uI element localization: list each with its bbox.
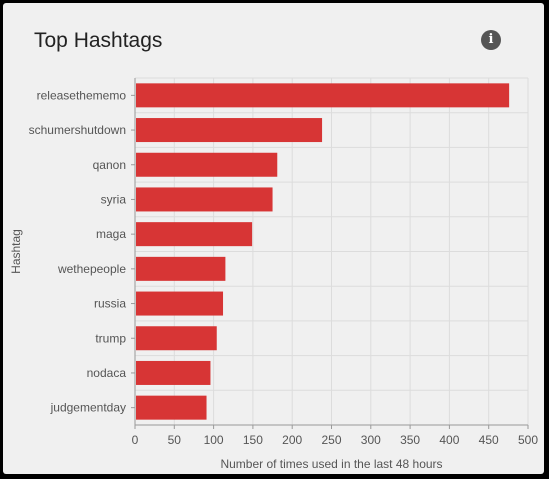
y-tick-label: russia	[94, 297, 126, 311]
y-tick-label: qanon	[93, 158, 126, 172]
x-tick-label: 50	[168, 433, 182, 447]
axes: 0 50 100 150 200 250 300 350 400 450 500 releasethe…	[29, 78, 538, 447]
y-axis-title: Hashtag	[9, 229, 23, 274]
x-tick-label: 350	[400, 433, 420, 447]
y-tick-label: nodaca	[87, 366, 127, 380]
bar-wethepeople[interactable]	[136, 256, 226, 281]
grid-lines	[135, 77, 529, 426]
y-tick-label: schumershutdown	[29, 123, 126, 137]
chart-card: Top Hashtags i	[3, 3, 544, 474]
bar-nodaca[interactable]	[136, 360, 211, 385]
y-tick-label: syria	[101, 192, 127, 206]
x-axis-title: Number of times used in the last 48 hour…	[220, 457, 442, 471]
x-tick-label: 500	[518, 433, 538, 447]
bar-trump[interactable]	[136, 326, 217, 351]
bars	[136, 83, 510, 420]
x-tick-label: 450	[479, 433, 499, 447]
y-tick-label: releasethememo	[37, 88, 127, 102]
x-tick-label: 250	[321, 433, 341, 447]
y-tick-label: maga	[96, 227, 126, 241]
chart-title: Top Hashtags	[34, 29, 163, 52]
info-icon[interactable]: i	[481, 30, 501, 50]
x-tick-label: 300	[361, 433, 381, 447]
bar-russia[interactable]	[136, 291, 224, 316]
x-tick-label: 150	[243, 433, 263, 447]
bar-judgementday[interactable]	[136, 395, 207, 420]
y-tick-label: judgementday	[50, 401, 126, 415]
x-tick-label: 100	[204, 433, 224, 447]
y-tick-label: trump	[95, 331, 126, 345]
x-tick-label: 0	[132, 433, 139, 447]
bar-syria[interactable]	[136, 187, 273, 212]
x-tick-label: 400	[439, 433, 459, 447]
y-tick-label: wethepeople	[57, 262, 126, 276]
bar-qanon[interactable]	[136, 152, 278, 177]
x-tick-label: 200	[282, 433, 302, 447]
bar-schumershutdown[interactable]	[136, 118, 323, 143]
bar-maga[interactable]	[136, 222, 253, 247]
bar-releasethememo[interactable]	[136, 83, 510, 108]
